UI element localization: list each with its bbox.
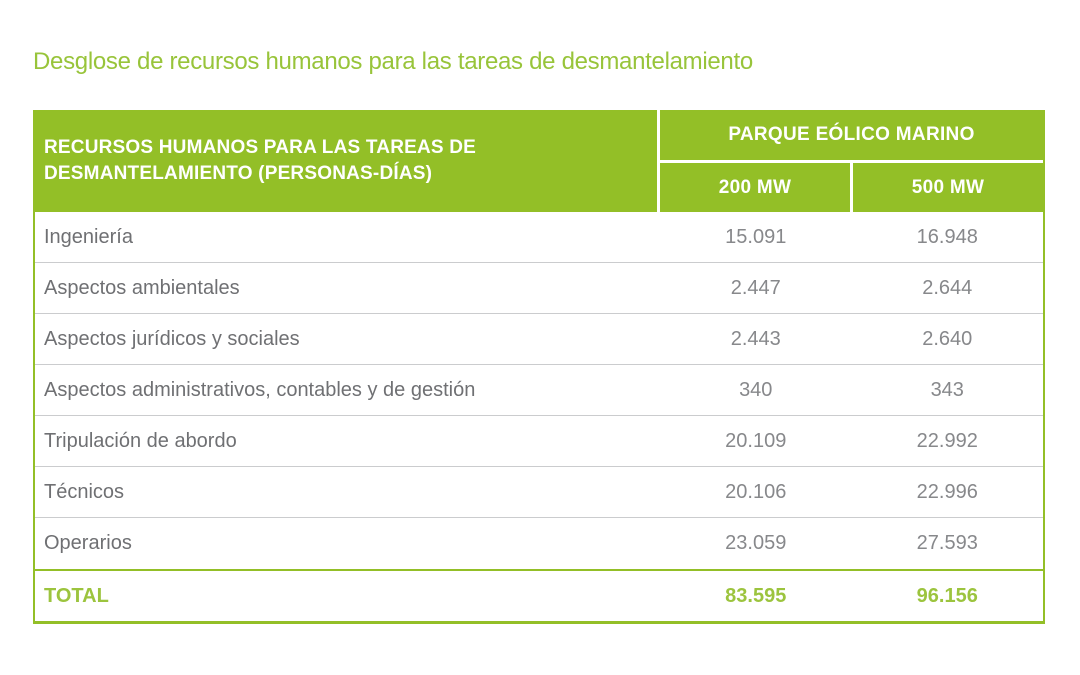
row-value-200mw: 23.059 bbox=[725, 532, 787, 554]
header-horizontal-divider bbox=[660, 160, 1043, 163]
total-value-200mw: 83.595 bbox=[725, 584, 787, 607]
hr-breakdown-table: RECURSOS HUMANOS PARA LAS TAREAS DE DESM… bbox=[33, 110, 1045, 624]
header-main-column: RECURSOS HUMANOS PARA LAS TAREAS DE DESM… bbox=[44, 136, 477, 184]
table-row: Aspectos jurídicos y sociales 2.443 2.64… bbox=[35, 314, 1043, 365]
header-group-section: PARQUE EÓLICO MARINO 200 MW 500 MW bbox=[660, 110, 1043, 212]
row-value-500mw: 16.948 bbox=[916, 225, 978, 248]
row-value-500mw: 343 bbox=[930, 378, 964, 401]
row-value-200mw: 2.447 bbox=[730, 276, 781, 299]
row-value-500mw: 2.644 bbox=[922, 276, 973, 299]
total-value-500mw: 96.156 bbox=[916, 584, 978, 607]
row-value-500mw: 22.996 bbox=[916, 480, 978, 503]
table-body: Ingeniería 15.091 16.948 Aspectos ambien… bbox=[35, 212, 1043, 569]
table-row: Técnicos 20.106 22.996 bbox=[35, 467, 1043, 518]
row-label: Aspectos administrativos, contables y de… bbox=[44, 378, 476, 401]
row-value-500mw: 22.992 bbox=[916, 429, 978, 452]
row-value-200mw: 20.109 bbox=[725, 429, 787, 452]
table-row: Ingeniería 15.091 16.948 bbox=[35, 212, 1043, 263]
header-col-500mw: 500 MW bbox=[911, 176, 985, 198]
row-label: Aspectos ambientales bbox=[44, 276, 240, 299]
table-row: Aspectos administrativos, contables y de… bbox=[35, 365, 1043, 416]
row-label: Ingeniería bbox=[44, 225, 133, 248]
page-title: Desglose de recursos humanos para las ta… bbox=[33, 48, 753, 75]
header-col-200mw: 200 MW bbox=[718, 176, 792, 198]
table-row: Operarios 23.059 27.593 bbox=[35, 518, 1043, 569]
header-group-label: PARQUE EÓLICO MARINO bbox=[728, 124, 975, 145]
row-label: Técnicos bbox=[44, 480, 125, 503]
table-row: Tripulación de abordo 20.109 22.992 bbox=[35, 416, 1043, 467]
row-value-200mw: 2.443 bbox=[730, 327, 781, 350]
header-mw-divider bbox=[850, 163, 853, 212]
row-value-500mw: 2.640 bbox=[922, 327, 973, 350]
header-mw-row: 200 MW 500 MW bbox=[660, 163, 1043, 212]
row-label: Aspectos jurídicos y sociales bbox=[44, 327, 300, 350]
row-label: Operarios bbox=[44, 532, 132, 554]
table-header: RECURSOS HUMANOS PARA LAS TAREAS DE DESM… bbox=[35, 110, 1043, 212]
row-value-500mw: 27.593 bbox=[916, 532, 978, 554]
row-value-200mw: 20.106 bbox=[725, 480, 787, 503]
total-label: TOTAL bbox=[44, 584, 109, 607]
table-row: Aspectos ambientales 2.447 2.644 bbox=[35, 263, 1043, 314]
row-value-200mw: 15.091 bbox=[725, 225, 787, 248]
row-value-200mw: 340 bbox=[739, 378, 773, 401]
row-label: Tripulación de abordo bbox=[44, 429, 237, 452]
header-vertical-divider bbox=[657, 110, 660, 212]
table-total-row: TOTAL 83.595 96.156 bbox=[35, 569, 1043, 621]
